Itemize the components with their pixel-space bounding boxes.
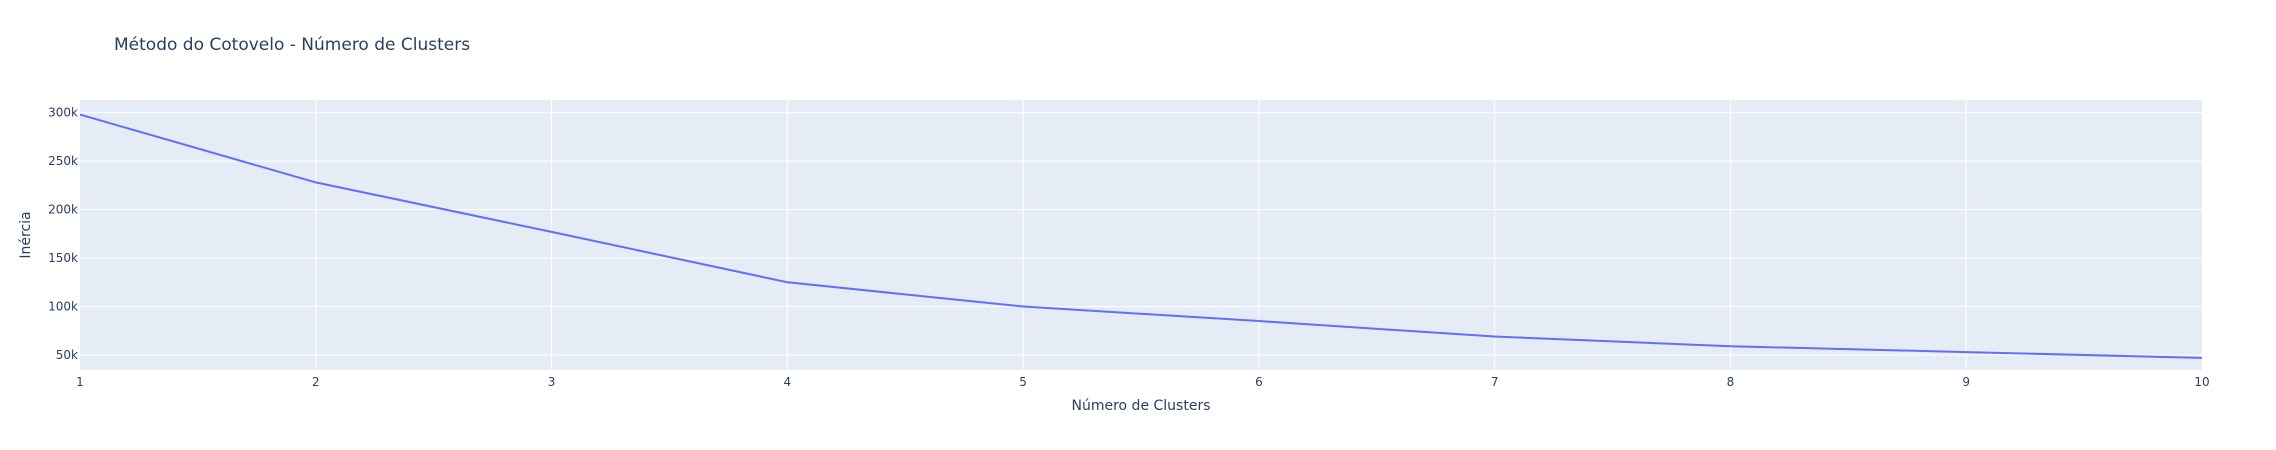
x-axis-ticks: 1 2 3 4 5 6 7 8 9 10 bbox=[76, 375, 2209, 389]
plot-area bbox=[80, 100, 2202, 370]
y-tick-label: 50k bbox=[56, 348, 78, 362]
x-tick-label: 1 bbox=[76, 375, 84, 389]
series-layer bbox=[79, 113, 2203, 359]
y-axis-ticks: 50k 100k 150k 200k 250k 300k bbox=[48, 106, 78, 362]
x-tick-label: 3 bbox=[548, 375, 556, 389]
y-tick-label: 200k bbox=[48, 203, 78, 217]
y-tick-label: 300k bbox=[48, 106, 78, 120]
x-tick-label: 2 bbox=[312, 375, 320, 389]
y-tick-label: 250k bbox=[48, 154, 78, 168]
y-tick-label: 100k bbox=[48, 299, 78, 313]
y-tick-label: 150k bbox=[48, 251, 78, 265]
x-tick-label: 7 bbox=[1491, 375, 1499, 389]
x-tick-label: 9 bbox=[1962, 375, 1970, 389]
x-gridlines bbox=[315, 100, 1967, 370]
x-axis-title: Número de Clusters bbox=[1072, 398, 1211, 414]
x-tick-label: 6 bbox=[1255, 375, 1263, 389]
series-line-0 bbox=[79, 113, 2203, 359]
x-tick-label: 10 bbox=[2194, 375, 2209, 389]
x-tick-label: 4 bbox=[784, 375, 792, 389]
chart-title: Método do Cotovelo - Número de Clusters bbox=[114, 35, 470, 55]
y-gridlines bbox=[80, 112, 2202, 356]
x-tick-label: 8 bbox=[1727, 375, 1735, 389]
y-axis-title: Inércia bbox=[18, 211, 34, 258]
x-tick-label: 5 bbox=[1019, 375, 1027, 389]
